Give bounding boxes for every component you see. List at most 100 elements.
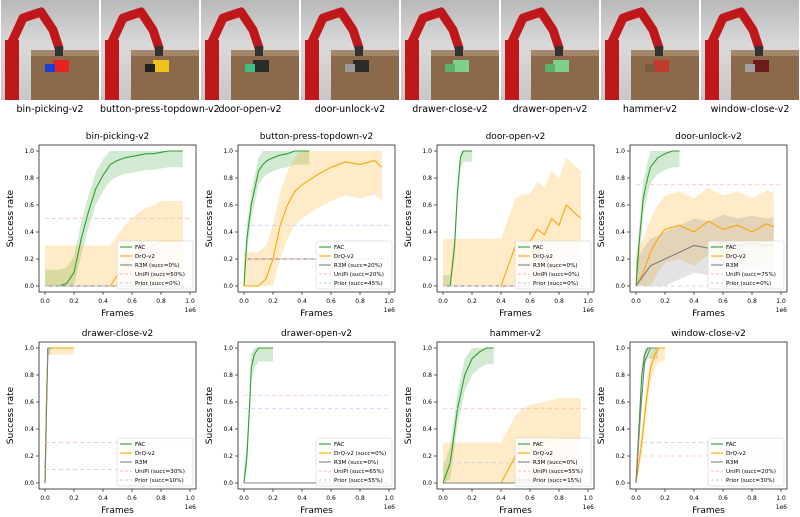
- x-tick-label: 0.8: [747, 298, 757, 305]
- legend-entry: R3M (succ=0%): [135, 263, 180, 269]
- x-axis-offset: 1e6: [185, 307, 197, 314]
- plot-frame: [237, 341, 396, 490]
- y-axis-label: Success rate: [404, 386, 414, 444]
- x-tick-label: 0.2: [268, 495, 278, 502]
- legend-entry: DrQ-v2 (succ=0%): [334, 451, 386, 457]
- series-line: [244, 159, 383, 287]
- chart-title: door-unlock-v2: [675, 132, 742, 142]
- y-tick-label: 1.0: [615, 345, 625, 352]
- y-tick-label: 0.2: [223, 453, 233, 460]
- legend-box: [116, 437, 194, 487]
- y-tick-label: 0.0: [223, 480, 233, 487]
- robot-base: [205, 40, 219, 100]
- x-axis-label: Frames: [499, 506, 532, 516]
- y-tick-label: 0.6: [615, 202, 625, 209]
- robot-base: [105, 40, 119, 100]
- series-line: [45, 150, 183, 287]
- x-axis-offset: 1e6: [776, 504, 788, 511]
- y-tick-label: 0.6: [24, 202, 34, 209]
- task-object: [153, 60, 169, 72]
- task-thumbnail: [1, 0, 99, 100]
- table: [631, 50, 699, 100]
- task-label: door-open-v2: [218, 104, 282, 115]
- gripper: [355, 46, 363, 56]
- y-tick-label: 0.0: [24, 480, 34, 487]
- task-thumbnail: [201, 0, 299, 100]
- task-label: drawer-open-v2: [512, 104, 588, 115]
- legend-entry: DrQ-v2: [726, 451, 746, 457]
- chart-title: hammer-v2: [490, 329, 541, 339]
- chart-title: drawer-open-v2: [281, 329, 352, 339]
- plot-frame: [38, 341, 197, 490]
- task-object: [553, 60, 569, 72]
- x-axis-offset: 1e6: [583, 307, 595, 314]
- y-tick-label: 1.0: [223, 148, 233, 155]
- series-band: [244, 151, 310, 286]
- legend-entry: R3M (succ=0%): [533, 460, 578, 466]
- x-tick-label: 0.6: [127, 298, 137, 305]
- series-line: [443, 204, 582, 287]
- x-tick-label: 0.2: [69, 298, 79, 305]
- task-thumbnail: [701, 0, 799, 100]
- x-tick-label: 0.0: [631, 495, 641, 502]
- y-tick-label: 0.8: [24, 372, 34, 379]
- x-tick-label: 0.8: [156, 495, 166, 502]
- y-tick-label: 0.2: [223, 256, 233, 263]
- legend-entry: Prior (succ=0%): [135, 281, 180, 287]
- legend-entry: FAC: [726, 442, 736, 448]
- task-object-secondary: [45, 64, 55, 72]
- x-tick-label: 1.0: [185, 495, 195, 502]
- x-axis-offset: 1e6: [185, 504, 197, 511]
- chart-title: button-press-topdown-v2: [260, 132, 373, 142]
- y-tick-label: 0.0: [223, 283, 233, 290]
- y-tick-label: 0.8: [422, 175, 432, 182]
- chart-title: drawer-close-v2: [82, 329, 153, 339]
- legend-entry: R3M: [135, 460, 147, 466]
- y-tick-label: 0.4: [223, 426, 233, 433]
- table: [431, 50, 499, 100]
- table-top: [431, 50, 499, 56]
- y-axis-label: Success rate: [597, 386, 607, 444]
- y-tick-label: 0.4: [422, 229, 432, 236]
- y-tick-label: 0.4: [24, 229, 34, 236]
- robot-scene: [105, 7, 199, 100]
- y-tick-label: 0.8: [223, 372, 233, 379]
- table: [331, 50, 399, 100]
- x-tick-label: 0.6: [127, 495, 137, 502]
- robot-arm: [207, 7, 264, 53]
- legend-entry: Prior (succ=0%): [533, 281, 578, 287]
- chart-panel: bin-picking-v2 Success rate Frames 1e6 0.0 0.…: [6, 132, 197, 319]
- plot-frame: [237, 144, 396, 293]
- y-tick-label: 0.0: [615, 480, 625, 487]
- legend-entry: R3M (succ=20%): [334, 263, 382, 269]
- gripper: [555, 46, 563, 56]
- chart-panel: drawer-close-v2 Success rate Frames 1e6 0.0 0…: [6, 329, 197, 516]
- x-tick-label: 0.8: [355, 298, 365, 305]
- x-tick-label: 0.4: [496, 298, 506, 305]
- chart-panel: hammer-v2 Success rate Frames 1e6 0.0 0.2 0.4 0…: [404, 329, 595, 516]
- table: [731, 50, 799, 100]
- task-object: [453, 60, 469, 72]
- series-band: [636, 187, 774, 286]
- robot-base: [605, 40, 619, 100]
- chart-panel: button-press-topdown-v2 Success rate Frame…: [205, 132, 396, 319]
- y-tick-label: 0.2: [422, 256, 432, 263]
- legend-entry: R3M: [726, 460, 738, 466]
- y-tick-label: 0.8: [422, 372, 432, 379]
- task-object-secondary: [345, 64, 355, 72]
- x-tick-label: 0.4: [98, 495, 108, 502]
- plot-frame: [436, 341, 595, 490]
- series-line: [243, 347, 273, 484]
- x-tick-label: 0.0: [438, 298, 448, 305]
- chart-panel: window-close-v2 Success rate Frames 1e6 0.0 0…: [597, 329, 788, 516]
- legend-entry: FAC: [533, 442, 543, 448]
- task-object-secondary: [645, 64, 655, 72]
- task-object: [253, 60, 269, 72]
- legend-entry: UniPi (succ=55%): [533, 469, 583, 475]
- legend-entry: DrQ-v2: [533, 451, 553, 457]
- legend-entry: DrQ-v2: [334, 254, 354, 260]
- task-thumbnail: [301, 0, 399, 100]
- y-tick-label: 1.0: [223, 345, 233, 352]
- robot-scene: [505, 7, 599, 100]
- x-tick-label: 0.0: [631, 298, 641, 305]
